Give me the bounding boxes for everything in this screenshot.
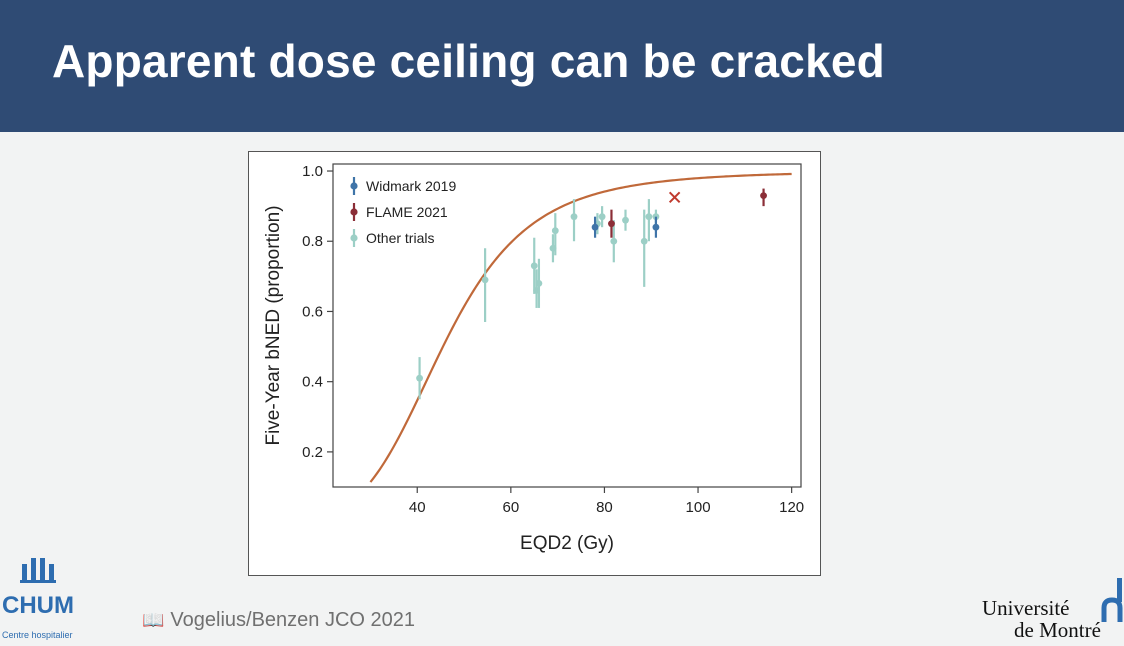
citation: 📖 Vogelius/Benzen JCO 2021 [142, 609, 415, 632]
data-point [622, 216, 629, 224]
x-tick-label: 120 [779, 499, 804, 516]
chum-bars-icon [20, 558, 56, 583]
data-point [591, 223, 599, 231]
x-tick-label: 100 [686, 499, 711, 516]
cross-stroke [668, 191, 681, 204]
data-point [640, 237, 648, 245]
udem-logo-line2: de Montré [1014, 618, 1101, 642]
series-flame-2021 [608, 188, 767, 238]
book-icon: 📖 [142, 610, 165, 630]
dose-response-chart: 40 60 80 100 120 0.2 0.4 0.6 0.8 1.0 EQD2 (Gy) Five… [263, 163, 804, 554]
data-point [570, 213, 578, 221]
data-point [652, 223, 660, 231]
x-tick-label: 80 [596, 499, 613, 516]
data-point [530, 262, 538, 270]
chum-logo-subtitle: Centre hospitalier [2, 630, 73, 640]
y-tick-label: 0.4 [302, 374, 323, 391]
legend-label: FLAME 2021 [366, 204, 448, 220]
data-point [760, 192, 767, 199]
y-tick-label: 1.0 [302, 163, 323, 180]
legend-label: Other trials [366, 230, 434, 246]
dose-response-curve [369, 172, 792, 483]
chum-logo-text: CHUM [2, 592, 74, 619]
legend-label: Widmark 2019 [366, 178, 456, 194]
slide-title: Apparent dose ceiling can be cracked [52, 35, 885, 87]
x-axis-label: EQD2 (Gy) [520, 533, 614, 554]
y-tick-label: 0.6 [302, 303, 323, 320]
y-tick-label: 0.2 [302, 444, 323, 461]
y-axis-label: Five-Year bNED (proportion) [263, 205, 284, 445]
x-tick-label: 40 [409, 499, 426, 516]
series-other-trials [416, 199, 660, 400]
data-point [645, 213, 653, 221]
udem-logo-line1: Université [982, 596, 1070, 620]
x-tick-label: 60 [502, 499, 519, 516]
citation-text: Vogelius/Benzen JCO 2021 [170, 609, 416, 631]
data-point [608, 220, 615, 228]
chart-panel: 40 60 80 100 120 0.2 0.4 0.6 0.8 1.0 EQD2 (Gy) Five… [248, 151, 821, 576]
plot-area-frame [332, 163, 802, 488]
data-point [535, 279, 543, 287]
legend-marker-dot [350, 208, 358, 216]
legend: Widmark 2019 FLAME 2021 Other trials [350, 177, 456, 247]
udem-logo: Université de Montré [980, 578, 1124, 646]
data-point [610, 237, 618, 245]
slide-header: Apparent dose ceiling can be cracked [0, 0, 1124, 132]
udem-mark-icon [1101, 578, 1123, 622]
data-point [481, 276, 489, 284]
y-tick-label: 0.8 [302, 233, 323, 250]
data-point [598, 213, 606, 221]
legend-marker-dot [350, 182, 358, 190]
chum-logo: CHUM Centre hospitalier [0, 552, 118, 646]
cross-marker [668, 191, 681, 204]
data-point [551, 227, 559, 235]
series-widmark-2019 [591, 216, 660, 238]
legend-marker-dot [350, 234, 358, 242]
data-point [416, 374, 423, 382]
